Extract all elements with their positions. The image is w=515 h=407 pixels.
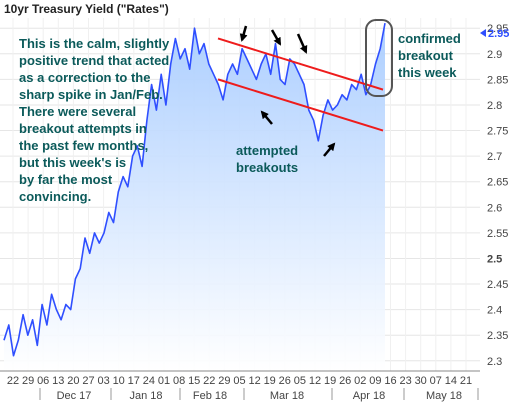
x-tick-label: 02: [354, 375, 366, 387]
x-tick-label: 05: [294, 375, 306, 387]
x-tick-label: 19: [324, 375, 336, 387]
trendline-upper: [217, 37, 384, 91]
breakout-highlight-box: [365, 19, 393, 97]
x-tick-label: 10: [113, 375, 125, 387]
x-tick-label: 12: [309, 375, 321, 387]
x-tick-label: 17: [128, 375, 140, 387]
x-tick-label: 24: [143, 375, 155, 387]
arrow-3: [296, 33, 308, 54]
x-tick-label: 29: [22, 375, 34, 387]
trendlines: [217, 37, 384, 132]
y-axis: 2.95 2.9 2.85 2.8 2.75 2.7 2.65 2.6 2.55 2.5 2.45 2…: [487, 23, 508, 368]
y-tick-label: 2.55: [487, 228, 508, 240]
y-tick-label: 2.85: [487, 74, 508, 86]
y-tick-label: 2.95: [487, 23, 508, 35]
x-month-label: Feb 18: [193, 390, 227, 402]
x-tick-label: 08: [173, 375, 185, 387]
y-tick-label: 2.7: [487, 151, 502, 163]
x-month-label: Mar 18: [270, 390, 304, 402]
trendline-lower: [217, 78, 384, 132]
y-tick-label: 2.5: [487, 253, 502, 265]
x-tick-label: 22: [203, 375, 215, 387]
y-tick-label: 2.35: [487, 330, 508, 342]
arrow-2: [270, 29, 282, 46]
x-tick-label: 06: [37, 375, 49, 387]
last-value-marker: 2.95: [480, 28, 509, 40]
x-month-label: Jan 18: [129, 390, 162, 402]
x-tick-label: 09: [369, 375, 381, 387]
x-tick-label: 07: [430, 375, 442, 387]
x-tick-label: 19: [264, 375, 276, 387]
breakout-arrows: [239, 25, 336, 157]
x-tick-label: 13: [52, 375, 64, 387]
x-tick-label: 16: [384, 375, 396, 387]
x-tick-label: 20: [67, 375, 79, 387]
x-tick-label: 14: [445, 375, 457, 387]
x-tick-label: 29: [218, 375, 230, 387]
x-tick-label: 30: [415, 375, 427, 387]
x-month-label: May 18: [426, 390, 462, 402]
y-tick-label: 2.45: [487, 279, 508, 291]
y-tick-label: 2.65: [487, 177, 508, 189]
x-tick-label: 03: [97, 375, 109, 387]
arrow-4: [260, 110, 273, 125]
arrow-5: [323, 142, 336, 157]
annotation-attempted: attempted breakouts: [236, 143, 302, 175]
y-tick-label: 2.9: [487, 49, 502, 61]
annotation-confirmed: confirmed breakout this week: [398, 31, 464, 80]
x-tick-label: 26: [339, 375, 351, 387]
x-tick-label: 22: [7, 375, 19, 387]
series-path: [3, 22, 386, 357]
last-value-label: 2.95: [488, 28, 509, 40]
annotation-main: This is the calm, slightly positive tren…: [19, 36, 173, 204]
y-tick-label: 2.8: [487, 100, 502, 112]
chart-title: 10yr Treasury Yield ("Rates"): [4, 2, 169, 16]
y-tick-label: 2.6: [487, 202, 502, 214]
x-tick-label: 12: [248, 375, 260, 387]
x-tick-label: 26: [279, 375, 291, 387]
y-tick-label: 2.75: [487, 126, 508, 138]
x-tick-label: 05: [233, 375, 245, 387]
area-shape: [4, 23, 385, 371]
x-axis: 22 29 06 13 20 27 03 10 17 24 01 08 15 22 29 05 12 19 26 05…: [7, 375, 479, 402]
series-line: [3, 22, 386, 357]
x-month-label: Dec 17: [57, 390, 92, 402]
y-tick-label: 2.3: [487, 356, 502, 368]
arrow-1: [239, 25, 248, 42]
x-tick-label: 21: [460, 375, 472, 387]
y-tick-label: 2.4: [487, 305, 502, 317]
x-tick-label: 23: [399, 375, 411, 387]
x-month-label: Apr 18: [353, 390, 385, 402]
x-tick-label: 01: [158, 375, 170, 387]
area-fill: [4, 23, 385, 371]
x-tick-label: 15: [188, 375, 200, 387]
x-tick-label: 27: [82, 375, 94, 387]
